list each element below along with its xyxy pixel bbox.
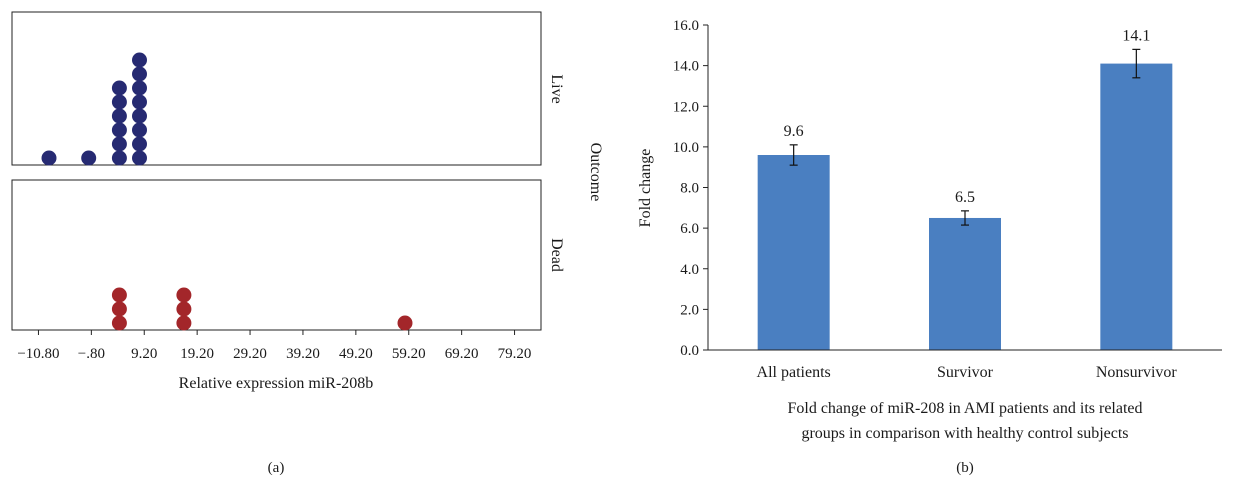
dot-live-6: [111, 94, 127, 110]
panel-b-label: (b): [956, 460, 974, 476]
category-labels: All patients Survivor Nonsurvivor: [757, 364, 1178, 381]
bar-value-label: 14.1: [1122, 27, 1150, 44]
dot-live-4: [111, 122, 127, 138]
y-tick-label: 14.0: [673, 59, 699, 75]
bar-chart-y-label: Fold change: [637, 149, 654, 228]
live-facet-label: Live: [548, 74, 565, 103]
x-tick-label: −.80: [78, 346, 105, 362]
dot-dead-0: [111, 315, 127, 331]
category-label: Nonsurvivor: [1096, 364, 1178, 381]
bar-value-label: 9.6: [784, 123, 804, 140]
dot-dead-4: [176, 301, 192, 317]
bar-chart-x-label-line-1: Fold change of miR-208 in AMI patients a…: [787, 400, 1142, 417]
dot-live-13: [132, 80, 147, 96]
dot-dead-1: [111, 301, 127, 317]
y-tick-label: 10.0: [673, 140, 699, 156]
dot-live-10: [132, 122, 147, 138]
dot-dead-6: [397, 315, 413, 331]
dot-plot-x-label: Relative expression miR-208b: [179, 375, 374, 392]
dot-dead-2: [111, 287, 127, 303]
dot-plot-panel: −10.80 −.80 9.20 19.20 29.20 39.20 49.20 59.20 6…: [11, 11, 604, 476]
dead-facet-label: Dead: [548, 238, 565, 272]
x-tick-label: 19.20: [180, 346, 214, 362]
x-tick-label: 59.20: [392, 346, 426, 362]
dot-live-9: [132, 136, 147, 152]
dot-live-1: [81, 150, 97, 166]
dot-plot-marks: [41, 52, 413, 331]
dead-subplot-frame: [11, 179, 542, 331]
x-tick-label: 39.20: [286, 346, 320, 362]
y-tick-label: 6.0: [680, 221, 699, 237]
live-subplot-frame: [11, 11, 542, 166]
bar-0: [757, 155, 830, 350]
y-tick-label: 12.0: [673, 99, 699, 115]
dot-live-11: [132, 108, 147, 124]
dot-dead-5: [176, 287, 192, 303]
dot-plot-y-label: Outcome: [587, 143, 604, 202]
y-tick-label: 0.0: [680, 343, 699, 359]
dot-live-2: [111, 150, 127, 166]
dot-live-0: [41, 150, 57, 166]
bar-1: [929, 217, 1001, 350]
x-tick-label: 79.20: [498, 346, 532, 362]
bar-chart-panel: 0.0 2.0 4.0 6.0 8.0 10.0 12.0 14.0 16.0 9.6 6.5 14…: [637, 18, 1222, 476]
y-tick-label: 16.0: [673, 18, 699, 34]
y-tick-label: 8.0: [680, 181, 699, 197]
bar-chart-x-label-line-2: groups in comparison with healthy contro…: [801, 425, 1128, 442]
bars: 9.6 6.5 14.1: [757, 27, 1173, 350]
x-tick-label: 29.20: [233, 346, 267, 362]
dot-live-8: [132, 150, 147, 166]
y-axis-ticks: 0.0 2.0 4.0 6.0 8.0 10.0 12.0 14.0 16.0: [673, 18, 708, 359]
y-tick-label: 4.0: [680, 262, 699, 278]
dot-live-14: [132, 66, 147, 82]
dot-live-5: [111, 108, 127, 124]
dot-live-12: [132, 94, 147, 110]
x-tick-label: 49.20: [339, 346, 373, 362]
dot-live-3: [111, 136, 127, 152]
x-tick-label: 69.20: [445, 346, 479, 362]
panel-a-label: (a): [268, 460, 285, 476]
y-tick-label: 2.0: [680, 302, 699, 318]
category-label: All patients: [757, 364, 831, 381]
x-tick-label: 9.20: [131, 346, 157, 362]
bar-2: [1100, 63, 1173, 350]
dot-dead-3: [176, 315, 192, 331]
x-tick-label: −10.80: [17, 346, 59, 362]
dot-live-7: [111, 80, 127, 96]
dot-live-15: [132, 52, 147, 68]
category-label: Survivor: [937, 364, 994, 381]
x-axis-ticks: −10.80 −.80 9.20 19.20 29.20 39.20 49.20 59.20 6…: [17, 330, 531, 362]
bar-value-label: 6.5: [955, 189, 975, 206]
